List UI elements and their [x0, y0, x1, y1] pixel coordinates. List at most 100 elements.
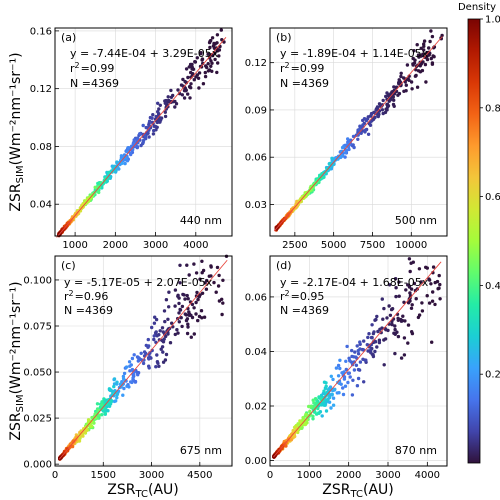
fit-line [56, 37, 227, 238]
scatter-point [198, 277, 202, 281]
scatter-point [100, 413, 104, 417]
y-label-sub: SIM [15, 394, 26, 412]
scatter-point [203, 281, 207, 285]
wavelength-label: 440 nm [180, 214, 222, 227]
r2-value: =0.99 [81, 62, 115, 75]
scatter-point [416, 69, 421, 73]
scatter-point [151, 132, 156, 136]
scatter-point [212, 41, 216, 46]
scatter-point [192, 306, 196, 310]
scatter-point [340, 145, 345, 150]
scatter-point [356, 352, 361, 356]
scatter-point [202, 315, 207, 319]
scatter-point [166, 95, 170, 99]
scatter-point [397, 80, 401, 85]
scatter-point [185, 331, 190, 336]
panel-label: (b) [276, 31, 292, 44]
scatter-point [387, 283, 392, 287]
scatter-point [123, 161, 127, 166]
scatter-point [404, 288, 408, 292]
scatter-point [431, 54, 435, 58]
scatter-point [311, 398, 315, 402]
scatter-point [375, 345, 379, 349]
scatter-point [381, 111, 385, 116]
scatter-point [112, 382, 117, 386]
scatter-point [200, 271, 204, 275]
scatter-point [136, 359, 140, 363]
scatter-point [295, 199, 299, 204]
scatter-point [319, 397, 323, 401]
scatter-point [346, 380, 350, 385]
scatter-point [425, 294, 429, 298]
scatter-point [429, 282, 433, 286]
scatter-point [329, 374, 333, 378]
scatter-point [209, 265, 213, 269]
scatter-point [410, 87, 414, 91]
scatter-point [409, 261, 413, 265]
scatter-point [178, 308, 183, 312]
scatter-point [406, 323, 411, 327]
scatter-point [408, 269, 412, 274]
scatter-point [369, 335, 374, 340]
y-tick-label: 0.12 [30, 84, 52, 95]
scatter-point [195, 73, 199, 77]
scatter-point [120, 161, 124, 165]
scatter-point [178, 281, 182, 285]
scatter-point [125, 159, 130, 163]
scatter-point [436, 287, 440, 291]
x-tick-label: 5000 [321, 240, 346, 251]
scatter-point [169, 95, 174, 100]
plot-border [54, 27, 233, 237]
scatter-point [90, 415, 94, 420]
scatter-point [406, 301, 411, 305]
scatter-point [93, 185, 97, 189]
scatter-point [313, 410, 317, 414]
scatter-point [135, 145, 140, 149]
scatter-point [181, 292, 185, 297]
scatter-point [356, 376, 361, 381]
scatter-point [129, 144, 134, 148]
y-label-unit: (Wm⁻²nm⁻¹sr⁻¹) [8, 281, 24, 394]
scatter-point [401, 314, 405, 318]
scatter-point [217, 273, 221, 278]
x-axis-label-right: ZSRTC(AU) [322, 482, 393, 500]
scatter-point [152, 124, 156, 128]
scatter-point [330, 156, 334, 160]
scatter-point [399, 319, 404, 323]
scatter-point [377, 340, 382, 345]
scatter-point [392, 331, 396, 335]
scatter-point [112, 384, 116, 389]
scatter-point [308, 186, 313, 190]
axis-ticks: 2500 5000 7500 10000 0.03 0.06 0.09 0.12 [245, 58, 427, 251]
scatter-point [403, 80, 407, 84]
scatter-point [415, 85, 420, 89]
scatter-point [366, 132, 371, 136]
scatter-point [414, 68, 418, 72]
scatter-point [187, 85, 192, 89]
y-label-sub: SIM [15, 165, 26, 183]
panel-a: 1000 2000 3000 4000 0.04 0.08 0.12 0.16 (a) y =… [30, 26, 233, 251]
scatter-point [121, 377, 126, 381]
scatter-point [185, 263, 189, 267]
scatter-point [178, 263, 182, 267]
y-tick-label: 0.100 [23, 275, 52, 286]
scatter-point [404, 83, 408, 87]
scatter-point [406, 341, 410, 345]
scatter-point [186, 75, 190, 80]
scatter-point [142, 350, 147, 354]
scatter-point [389, 307, 394, 312]
colorbar-tick-label: 0.6 [485, 192, 500, 203]
scatter-point [203, 70, 207, 75]
scatter-point [411, 56, 415, 61]
fit-equation: y = -5.17E-05 + 2.07E-05x [64, 276, 213, 289]
scatter-point [206, 52, 210, 56]
r2-annotation: r2=0.95 [280, 289, 324, 303]
scatter-point [120, 380, 124, 384]
scatter-point [209, 59, 213, 63]
scatter-point [112, 164, 117, 168]
scatter-point [402, 353, 407, 357]
scatter-point [361, 123, 365, 127]
scatter-point [210, 36, 215, 40]
scatter-point [173, 304, 177, 308]
